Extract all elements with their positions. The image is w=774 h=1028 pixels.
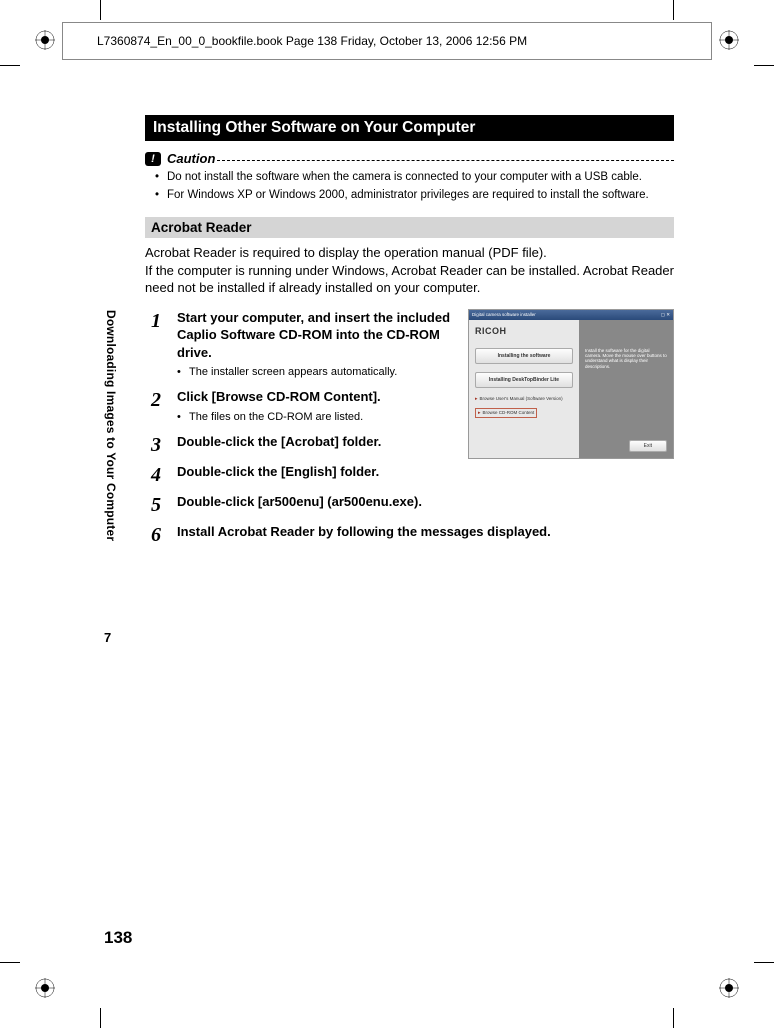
step-number: 5: [151, 493, 177, 515]
browse-manual-link[interactable]: ▸Browse User's Manual (Software Version): [475, 396, 573, 402]
ricoh-logo: RICOH: [475, 326, 573, 336]
crop-mark-icon: [0, 962, 20, 963]
step-title: Double-click [ar500enu] (ar500enu.exe).: [177, 493, 674, 511]
caution-row: ! Caution: [145, 151, 674, 166]
step: 4 Double-click the [English] folder.: [145, 463, 674, 485]
running-head: L7360874_En_00_0_bookfile.book Page 138 …: [97, 34, 527, 48]
chapter-number: 7: [104, 630, 111, 645]
registration-mark-icon: [35, 978, 55, 998]
caution-item: Do not install the software when the cam…: [167, 170, 674, 186]
caution-label: Caution: [167, 151, 215, 166]
step-note: The installer screen appears automatical…: [177, 365, 454, 380]
sub-heading: Acrobat Reader: [145, 217, 674, 238]
crop-mark-icon: [0, 65, 20, 66]
crop-mark-icon: [673, 1008, 674, 1028]
installer-description: Install the software for the digital cam…: [579, 320, 673, 458]
sidebar-label: Downloading Images to Your Computer: [104, 310, 118, 541]
crop-mark-icon: [673, 0, 674, 20]
installer-screenshot: Digital camera software installer ▢ ✕ RI…: [468, 309, 674, 459]
step-number: 4: [151, 463, 177, 485]
step-title: Start your computer, and insert the incl…: [177, 309, 454, 362]
step-title: Install Acrobat Reader by following the …: [177, 523, 674, 541]
step-number: 2: [151, 388, 177, 424]
registration-mark-icon: [35, 30, 55, 50]
step-number: 6: [151, 523, 177, 545]
caution-item: For Windows XP or Windows 2000, administ…: [167, 188, 674, 204]
install-desktopbinder-button[interactable]: Installing DeskTopBinder Lite: [475, 372, 573, 388]
caution-divider: [217, 160, 674, 161]
step: 5 Double-click [ar500enu] (ar500enu.exe)…: [145, 493, 674, 515]
sidebar: Downloading Images to Your Computer: [104, 310, 124, 541]
step-title: Double-click the [English] folder.: [177, 463, 674, 481]
installer-title-text: Digital camera software installer: [472, 312, 536, 317]
step-number: 1: [151, 309, 177, 380]
step-number: 3: [151, 433, 177, 455]
section-heading: Installing Other Software on Your Comput…: [145, 115, 674, 141]
arrow-icon: ▸: [475, 396, 478, 402]
exit-button[interactable]: Exit: [629, 440, 667, 452]
install-software-button[interactable]: Installing the software: [475, 348, 573, 364]
step-title: Click [Browse CD-ROM Content].: [177, 388, 454, 406]
framemaker-header: L7360874_En_00_0_bookfile.book Page 138 …: [62, 22, 712, 60]
page-number: 138: [104, 928, 132, 948]
registration-mark-icon: [719, 978, 739, 998]
registration-mark-icon: [719, 30, 739, 50]
page-content: Downloading Images to Your Computer 7 In…: [80, 70, 694, 958]
intro-paragraph: Acrobat Reader is required to display th…: [145, 244, 674, 297]
step: 6 Install Acrobat Reader by following th…: [145, 523, 674, 545]
steps: Digital camera software installer ▢ ✕ RI…: [145, 309, 674, 545]
window-controls-icon: ▢ ✕: [661, 312, 670, 318]
crop-mark-icon: [754, 65, 774, 66]
step-note: The files on the CD-ROM are listed.: [177, 410, 454, 425]
caution-list: Do not install the software when the cam…: [145, 170, 674, 203]
installer-titlebar: Digital camera software installer ▢ ✕: [469, 310, 673, 320]
caution-icon: !: [145, 152, 161, 166]
crop-mark-icon: [754, 962, 774, 963]
crop-mark-icon: [100, 1008, 101, 1028]
arrow-icon: ▸: [478, 410, 481, 416]
browse-cdrom-link[interactable]: ▸Browse CD-ROM Content: [475, 408, 537, 418]
crop-mark-icon: [100, 0, 101, 20]
